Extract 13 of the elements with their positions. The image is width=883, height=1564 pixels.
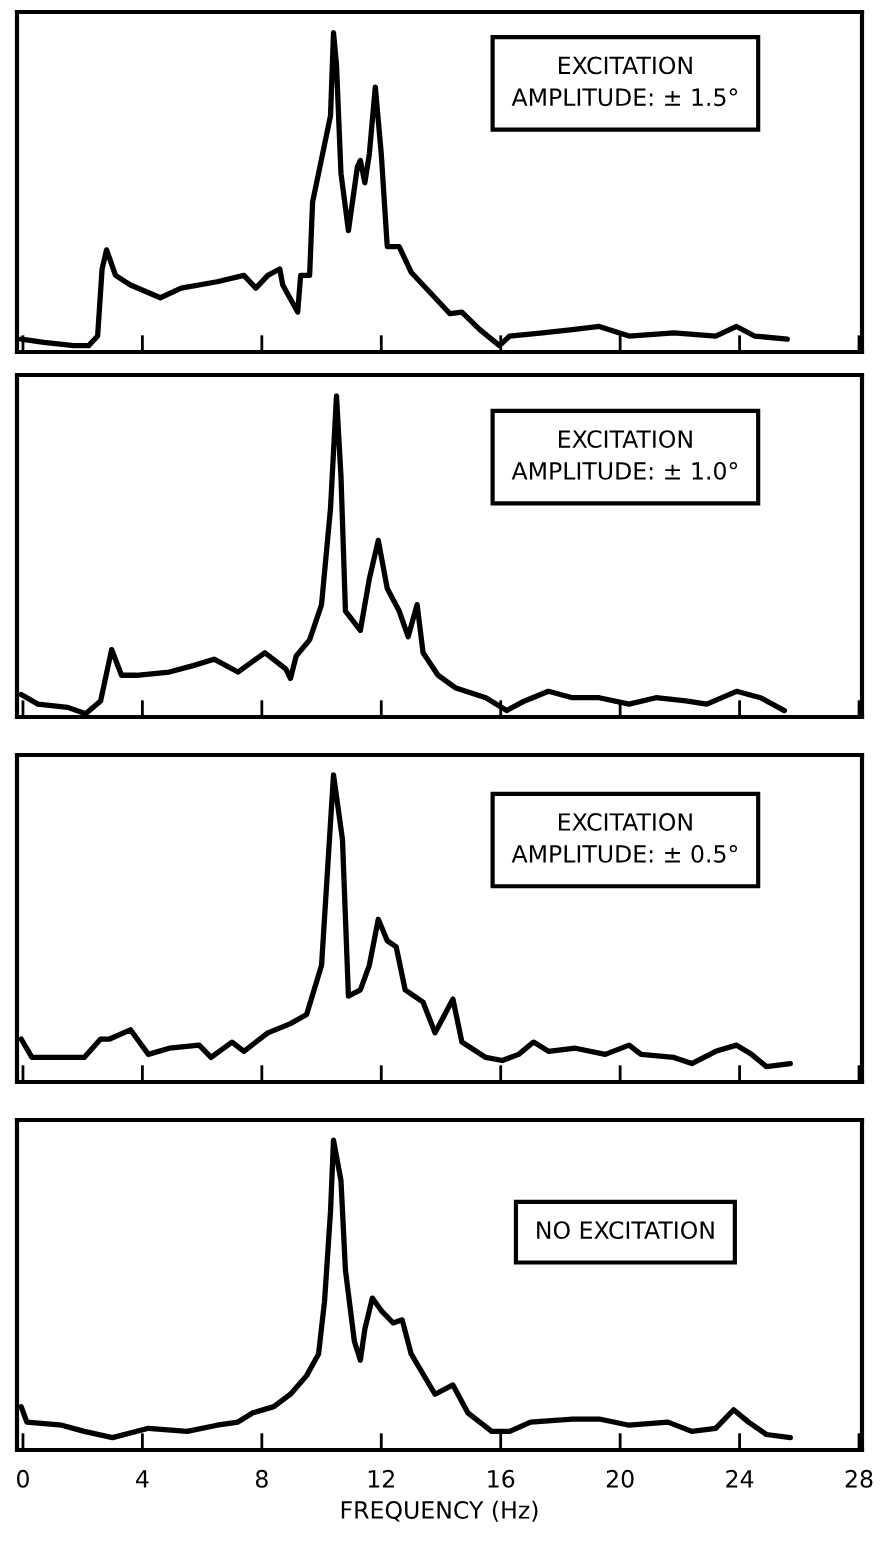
- x-tick-label: 12: [368, 1469, 394, 1488]
- x-tick-label: 24: [726, 1469, 754, 1488]
- x-tick-label: 28: [845, 1469, 873, 1488]
- x-tick-label: 4: [136, 1470, 149, 1488]
- x-tick-label: 0: [17, 1469, 29, 1488]
- x-tick-label: 20: [606, 1469, 634, 1488]
- annotation: NO EXCITATION: [537, 1221, 714, 1240]
- annotation: EXCITATION AMPLITUDE: ± 0.5°: [511, 813, 738, 863]
- x-axis-title: FREQUENCY (Hz): [341, 1500, 538, 1522]
- x-tick-label: 16: [488, 1469, 515, 1488]
- annotation: EXCITATION AMPLITUDE: ± 1.5°: [511, 56, 738, 107]
- x-tick-label: 8: [255, 1469, 268, 1488]
- annotation: EXCITATION AMPLITUDE: ± 1.0°: [511, 430, 738, 480]
